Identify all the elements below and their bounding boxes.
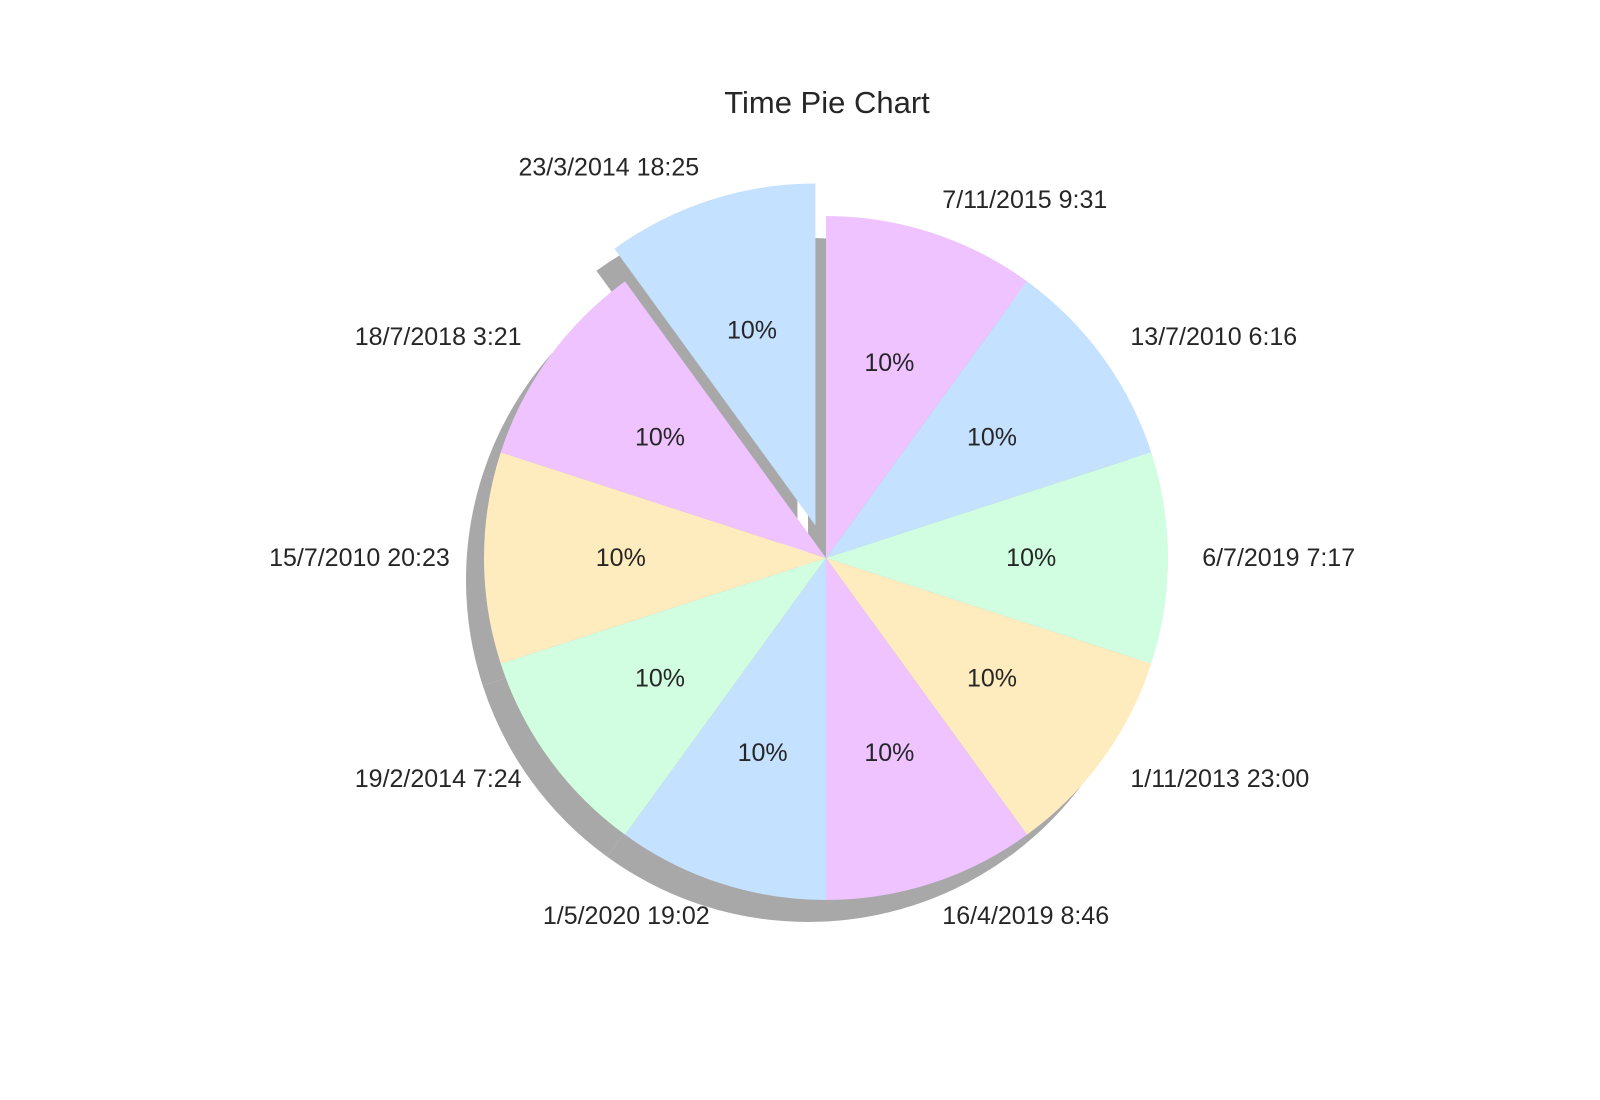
pie-percent-label: 10% bbox=[596, 544, 646, 572]
pie-slice-label: 23/3/2014 18:25 bbox=[518, 154, 699, 182]
pie-slice-label: 6/7/2019 7:17 bbox=[1202, 544, 1355, 572]
pie-percent-label: 10% bbox=[864, 349, 914, 377]
pie-slice-label: 1/11/2013 23:00 bbox=[1130, 765, 1309, 793]
pie-slice-label: 16/4/2019 8:46 bbox=[942, 902, 1109, 930]
pie-slice bbox=[826, 216, 1028, 558]
pie-slice bbox=[826, 452, 1168, 664]
pie-percent-label: 10% bbox=[738, 739, 788, 767]
pie-slice-label: 15/7/2010 20:23 bbox=[269, 544, 450, 572]
pie-percent-label: 10% bbox=[727, 316, 777, 344]
pie-slice bbox=[484, 452, 826, 664]
pie-slice bbox=[826, 558, 1028, 900]
pie-percent-label: 10% bbox=[967, 423, 1017, 451]
pie-slice bbox=[614, 183, 816, 526]
pie-slice bbox=[500, 281, 826, 558]
pie-slice-label: 13/7/2010 6:16 bbox=[1130, 323, 1297, 351]
pie-slice-label: 7/11/2015 9:31 bbox=[942, 186, 1107, 214]
pie-percent-label: 10% bbox=[635, 423, 685, 451]
pie-slice-label: 18/7/2018 3:21 bbox=[355, 323, 522, 351]
pie-percent-label: 10% bbox=[635, 665, 685, 693]
pie-slice-layer bbox=[484, 183, 1168, 900]
chart-title: Time Pie Chart bbox=[724, 85, 930, 120]
pie-slice-label: 1/5/2020 19:02 bbox=[543, 902, 710, 930]
pie-slice bbox=[826, 281, 1152, 558]
pie-percent-label: 10% bbox=[864, 739, 914, 767]
pie-slice bbox=[500, 558, 826, 835]
pie-percent-label: 10% bbox=[1006, 544, 1056, 572]
pie-percent-label: 10% bbox=[967, 665, 1017, 693]
pie-slice bbox=[826, 558, 1152, 835]
pie-slice-label: 19/2/2014 7:24 bbox=[355, 765, 522, 793]
pie-category-label-layer: 7/11/2015 9:31 13/7/2010 6:16 6/7/2019 7:1… bbox=[269, 154, 1355, 930]
pie-percent-label-layer: 10% 10% 10% 10% 10% 10% 10% 10% 10% 10% bbox=[596, 316, 1056, 767]
pie-slice bbox=[624, 558, 826, 900]
